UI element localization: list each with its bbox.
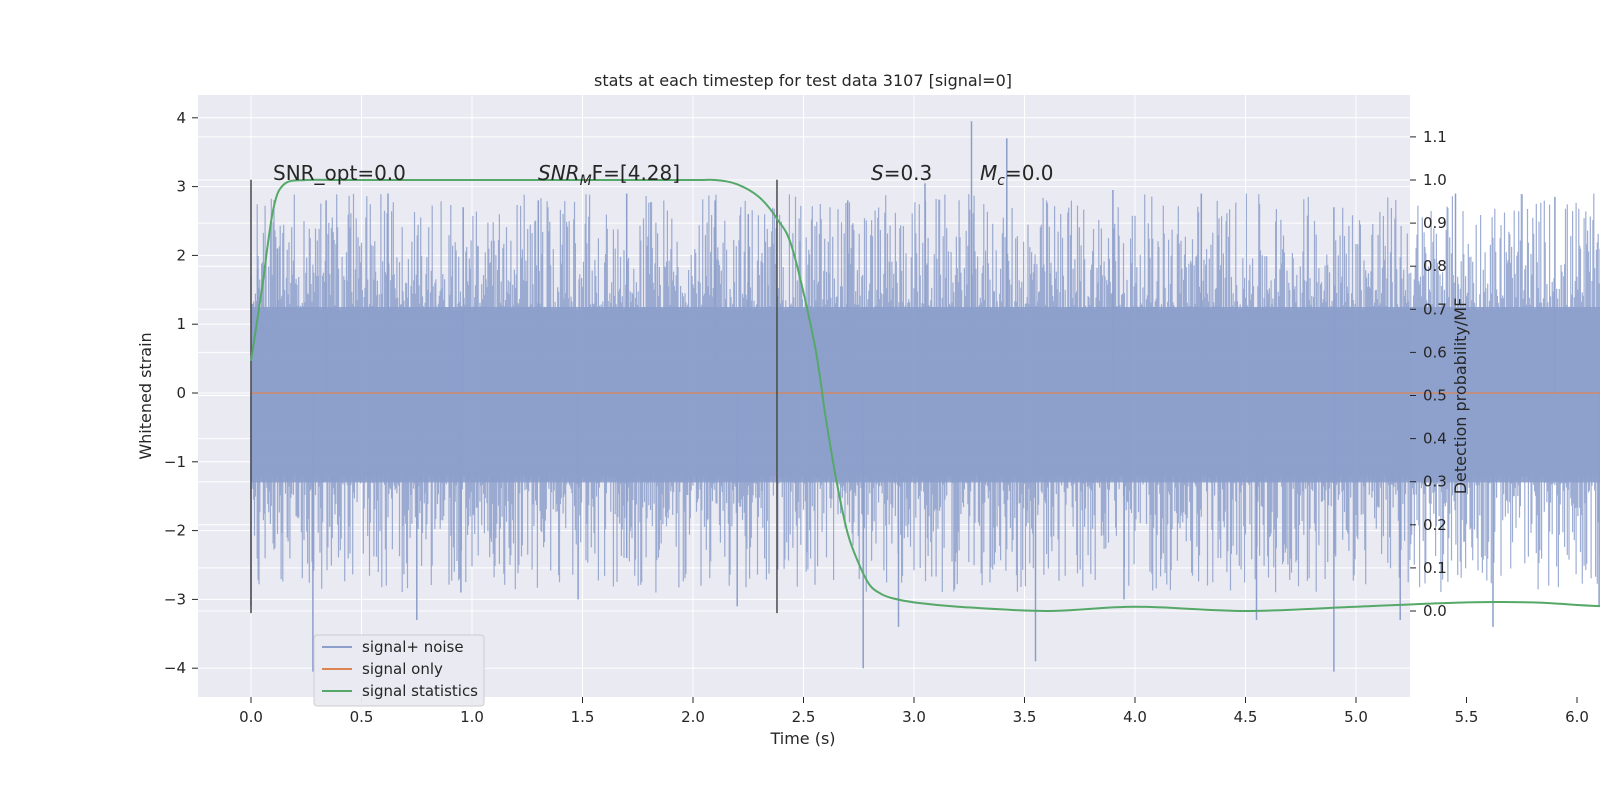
annotation-mc: Mc=0.0 <box>980 161 1054 189</box>
x-tick-label: 2.0 <box>681 708 705 726</box>
snr-mf-rest: F=[4.28] <box>592 161 680 185</box>
snr-mf-main: SNR <box>538 161 580 185</box>
x-tick-label: 0.0 <box>239 708 263 726</box>
y-right-tick-label: 0.6 <box>1423 343 1447 361</box>
x-tick-label: 1.5 <box>571 708 595 726</box>
legend-label-signal-noise: signal+ noise <box>362 638 464 656</box>
signal-statistics-series <box>250 178 1600 613</box>
y-right-tick-label: 0.5 <box>1423 387 1447 405</box>
y-right-tick-label: 0.2 <box>1423 516 1447 534</box>
legend: signal+ noise signal only signal statist… <box>313 634 485 707</box>
s-main: S <box>871 161 884 185</box>
signal-noise-series <box>250 121 1600 672</box>
x-tick-label: 6.0 <box>1565 708 1589 726</box>
mc-rest: =0.0 <box>1005 161 1054 185</box>
y-right-axis-label: Detection probability/MF <box>1451 298 1470 495</box>
y-right-tick-label: 0.1 <box>1423 559 1447 577</box>
y-left-tick-label: −1 <box>164 453 186 471</box>
legend-box <box>313 634 485 707</box>
annotation-snr-mf: SNRMF=[4.28] <box>538 161 680 189</box>
y-left-tick-label: −4 <box>164 659 186 677</box>
strain-peaks <box>250 121 1600 672</box>
y-left-axis-ticks: 4 3 2 1 0 −1 −2 −3 −4 <box>164 109 198 677</box>
mc-sub: c <box>997 173 1005 189</box>
x-tick-label: 3.5 <box>1013 708 1037 726</box>
annotation-s: S=0.3 <box>871 161 932 185</box>
x-tick-label: 4.0 <box>1123 708 1147 726</box>
y-left-tick-label: −3 <box>164 590 186 608</box>
y-right-tick-label: 0.7 <box>1423 300 1447 318</box>
y-left-axis-label: Whitened strain <box>136 332 155 459</box>
y-left-tick-label: −2 <box>164 522 186 540</box>
vertical-markers <box>250 179 778 614</box>
y-left-tick-label: 1 <box>176 315 186 333</box>
y-left-tick-label: 2 <box>176 246 186 264</box>
x-tick-label: 3.0 <box>902 708 926 726</box>
x-axis-label: Time (s) <box>769 729 835 748</box>
chart-title: stats at each timestep for test data 310… <box>594 71 1012 90</box>
y-right-tick-label: 0.0 <box>1423 602 1447 620</box>
mc-main: M <box>980 161 997 185</box>
x-tick-label: 0.5 <box>350 708 374 726</box>
y-right-tick-label: 1.0 <box>1423 171 1447 189</box>
y-right-tick-label: 1.1 <box>1423 128 1447 146</box>
y-left-tick-label: 4 <box>176 109 186 127</box>
annotation-snr-opt: SNR_opt=0.0 <box>273 161 406 185</box>
x-tick-label: 1.0 <box>460 708 484 726</box>
signal-statistics-line <box>250 178 1600 613</box>
s-rest: =0.3 <box>884 161 933 185</box>
y-right-tick-label: 0.9 <box>1423 214 1447 232</box>
y-left-tick-label: 3 <box>176 178 186 196</box>
y-right-tick-label: 0.8 <box>1423 257 1447 275</box>
y-left-tick-label: 0 <box>176 384 186 402</box>
snr-mf-sub: M <box>580 173 592 189</box>
x-tick-label: 5.5 <box>1455 708 1479 726</box>
y-right-tick-label: 0.4 <box>1423 430 1447 448</box>
x-tick-label: 2.5 <box>792 708 816 726</box>
y-right-tick-label: 0.3 <box>1423 473 1447 491</box>
legend-label-signal-statistics: signal statistics <box>362 682 478 700</box>
x-tick-label: 4.5 <box>1234 708 1258 726</box>
x-tick-label: 5.0 <box>1344 708 1368 726</box>
legend-label-signal-only: signal only <box>362 660 443 678</box>
x-axis-ticks: 0.00.51.01.52.02.53.03.54.04.55.05.56.06… <box>239 697 1589 726</box>
y-right-axis-ticks: 1.1 1.0 0.9 0.8 0.7 0.6 0.5 0.4 0.3 0.2 0.1 0.0 <box>1410 128 1447 620</box>
